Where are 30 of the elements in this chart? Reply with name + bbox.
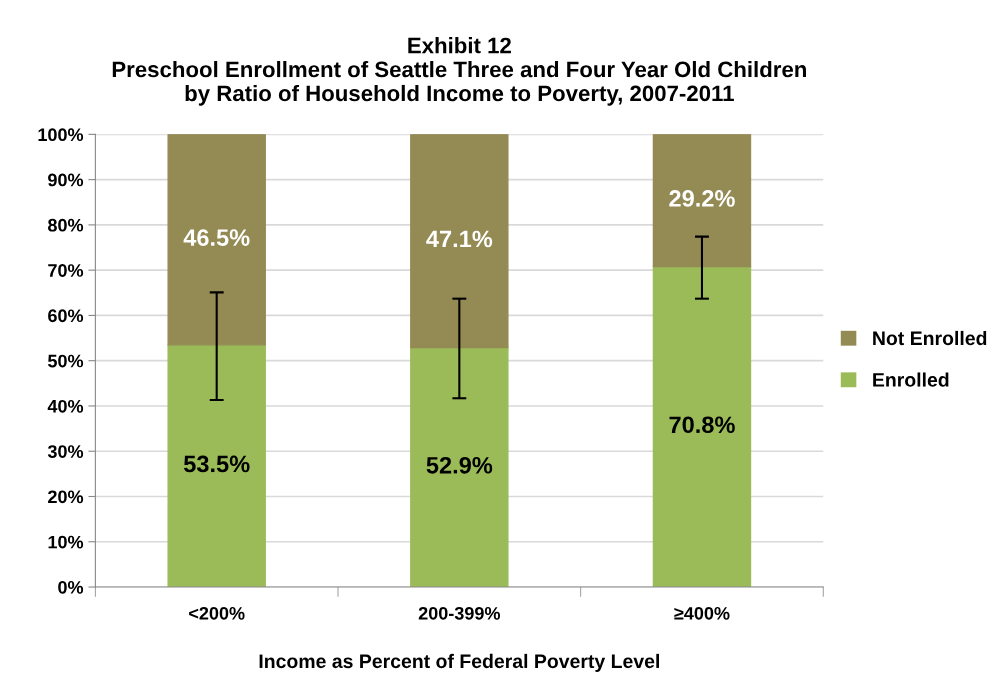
data-label: 46.5% (183, 229, 250, 246)
y-tick-label: 10% (48, 535, 84, 549)
y-tick-label: 90% (48, 173, 84, 187)
y-tick-label: 80% (48, 218, 84, 232)
y-tick-label: 60% (48, 309, 84, 323)
y-tick-label: 100% (38, 128, 84, 142)
y-tick-label: 40% (47, 399, 84, 413)
y-tick-label: 70% (48, 264, 84, 277)
x-tick-label: ≥400% (674, 606, 730, 620)
bar (167, 134, 266, 346)
x-tick-label: 200-399% (418, 606, 501, 620)
bar (652, 265, 752, 588)
legend-label: Not Enrolled (873, 330, 987, 346)
y-tick-label: 0% (58, 580, 84, 594)
chart-title: Exhibit 12 Preschool Enrollment of Seattle Three and Four Year Old Children by Ratio of Household Income to Poverty, 2007-2011 (112, 37, 806, 106)
data-label: 47.1% (426, 230, 493, 248)
bar (167, 344, 266, 588)
x-axis-title: Income as Percent of Federal Poverty Level (259, 653, 659, 672)
y-tick-label: 20% (48, 490, 84, 504)
bar (410, 346, 509, 588)
y-tick-label: 50% (47, 354, 84, 368)
data-label: 52.9% (426, 456, 493, 474)
data-label: 70.8% (669, 416, 735, 434)
legend-label: Enrolled (873, 372, 949, 387)
y-tick-label: 30% (47, 445, 84, 458)
bar (652, 134, 752, 268)
bar (410, 134, 509, 349)
x-tick-label: <200% (189, 606, 245, 620)
data-label: 53.5% (183, 455, 250, 473)
data-label: 29.2% (669, 190, 735, 207)
